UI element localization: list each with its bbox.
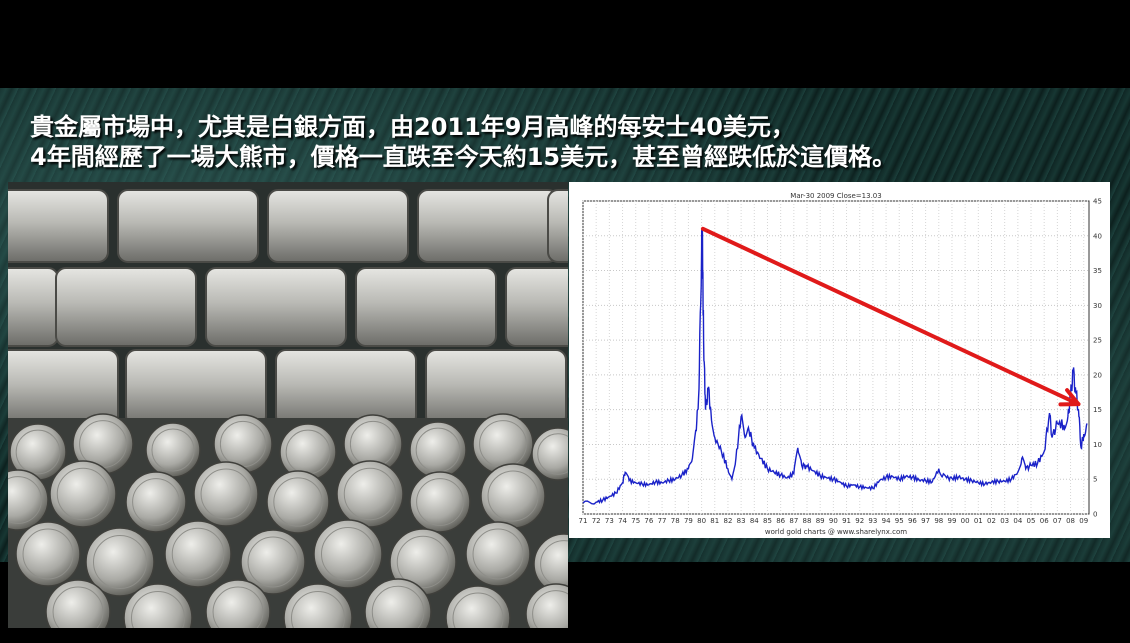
x-tick-label: 94 xyxy=(882,517,891,525)
x-tick-label: 81 xyxy=(710,517,719,525)
x-tick-label: 07 xyxy=(1053,517,1062,525)
x-tick-label: 98 xyxy=(934,517,943,525)
x-tick-label: 71 xyxy=(579,517,588,525)
x-tick-label: 02 xyxy=(987,517,996,525)
y-tick-label: 5 xyxy=(1093,476,1097,484)
chart-grid xyxy=(582,200,1089,515)
x-tick-label: 76 xyxy=(644,517,653,525)
headline-line-2: 4年間經歷了一場大熊市，價格一直跌至今天約15美元，甚至曾經跌低於這價格。 xyxy=(30,143,897,171)
headline-line-1: 貴金屬市場中，尤其是白銀方面，由2011年9月高峰的每安士40美元， xyxy=(30,113,795,141)
headline: 貴金屬市場中，尤其是白銀方面，由2011年9月高峰的每安士40美元， 4年間經歷… xyxy=(30,112,1120,172)
y-axis: 0 5 10 15 20 25 30 35 40 45 xyxy=(1093,198,1102,519)
y-tick-label: 45 xyxy=(1093,198,1102,206)
y-tick-label: 30 xyxy=(1093,302,1102,310)
x-tick-label: 95 xyxy=(895,517,904,525)
x-tick-label: 09 xyxy=(1079,517,1088,525)
x-tick-label: 74 xyxy=(618,517,627,525)
x-tick-label: 83 xyxy=(737,517,746,525)
x-axis: 71 72 73 74 75 76 77 78 79 80 81 82 83 84 85 86 87 88 89 90… xyxy=(579,517,1089,525)
plot-area xyxy=(582,200,1090,515)
x-tick-label: 06 xyxy=(1040,517,1049,525)
x-tick-label: 90 xyxy=(829,517,838,525)
y-tick-label: 25 xyxy=(1093,337,1102,345)
chart-annotations xyxy=(700,226,1081,407)
x-tick-label: 72 xyxy=(592,517,601,525)
x-tick-label: 08 xyxy=(1066,517,1075,525)
x-tick-label: 79 xyxy=(684,517,693,525)
x-tick-label: 86 xyxy=(776,517,785,525)
series-line xyxy=(582,228,1088,505)
chart-title: Mar-30 2009 Close=13.03 xyxy=(790,192,881,200)
x-tick-label: 00 xyxy=(961,517,970,525)
x-tick-label: 85 xyxy=(763,517,772,525)
x-tick-label: 97 xyxy=(921,517,930,525)
y-tick-label: 35 xyxy=(1093,267,1102,275)
y-tick-label: 0 xyxy=(1093,511,1097,519)
x-tick-label: 93 xyxy=(868,517,877,525)
x-tick-label: 04 xyxy=(1013,517,1022,525)
x-tick-label: 87 xyxy=(789,517,798,525)
trend-arrow-shaft xyxy=(700,226,1081,407)
chart-footer: world gold charts @ www.sharelynx.com xyxy=(765,528,907,536)
y-tick-label: 15 xyxy=(1093,406,1102,414)
y-tick-label: 20 xyxy=(1093,371,1102,379)
trend-arrow-head xyxy=(1058,388,1081,407)
x-tick-label: 73 xyxy=(605,517,614,525)
x-tick-label: 78 xyxy=(671,517,680,525)
silver-price-chart: 0 5 10 15 20 25 30 35 40 45 71 72 73 74 75 76 77 78 79 80 8… xyxy=(569,182,1110,538)
silver-bars-photo xyxy=(8,182,568,628)
y-tick-label: 10 xyxy=(1093,441,1102,449)
x-tick-label: 05 xyxy=(1027,517,1036,525)
x-tick-label: 92 xyxy=(855,517,864,525)
x-tick-label: 88 xyxy=(803,517,812,525)
x-tick-label: 77 xyxy=(658,517,667,525)
x-tick-label: 89 xyxy=(816,517,825,525)
x-tick-label: 96 xyxy=(908,517,917,525)
x-tick-label: 91 xyxy=(842,517,851,525)
x-tick-label: 99 xyxy=(947,517,956,525)
x-tick-label: 84 xyxy=(750,517,759,525)
x-tick-label: 80 xyxy=(697,517,706,525)
x-tick-label: 75 xyxy=(631,517,640,525)
x-tick-label: 03 xyxy=(1000,517,1009,525)
y-tick-label: 40 xyxy=(1093,232,1102,240)
x-tick-label: 82 xyxy=(723,517,732,525)
x-tick-label: 01 xyxy=(974,517,983,525)
